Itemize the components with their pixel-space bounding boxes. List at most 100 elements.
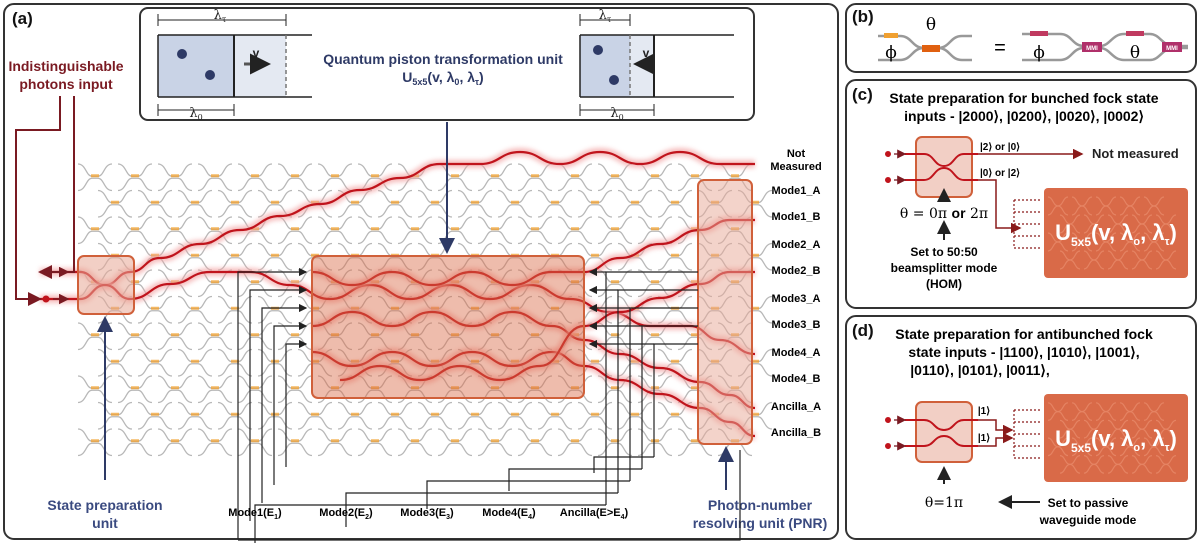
waveguide: [317, 177, 353, 192]
output-state-top: |1⟩: [978, 406, 990, 417]
phase-shifter: [131, 227, 139, 231]
phase-shifter: [251, 333, 259, 337]
output-state-bottom: |0⟩ or |2⟩: [980, 168, 1020, 179]
mesh-wave: [1047, 205, 1069, 216]
phase-shifter: [191, 253, 199, 257]
phase-shifter: [431, 359, 439, 363]
waveguide: [617, 363, 653, 377]
waveguide: [237, 230, 273, 245]
phase-shifter: [131, 386, 139, 390]
phase-shifter: [511, 200, 519, 204]
waveguide: [457, 204, 493, 218]
output-label: Mode1_B: [772, 211, 821, 223]
phase-shifter: [671, 253, 679, 257]
waveguide: [397, 336, 433, 351]
phase-shifter: [491, 333, 499, 337]
waveguide: [477, 389, 513, 404]
waveguide: [457, 257, 493, 271]
waveguide: [357, 230, 393, 245]
output-state-top: |2⟩ or |0⟩: [980, 142, 1020, 153]
phase-shifter: [1126, 31, 1144, 36]
mesh-wave: [1095, 241, 1117, 252]
phase-shifter: [491, 439, 499, 443]
phase-shifter: [391, 306, 399, 310]
mesh-wave: [1143, 446, 1165, 457]
waveguide: [157, 336, 193, 351]
waveguide: [597, 442, 633, 457]
mesh-wave: [1143, 205, 1165, 216]
phase-shifter: [391, 412, 399, 416]
waveguide: [157, 389, 193, 404]
feedback-wiring: [237, 267, 741, 543]
phase-shifter: [91, 386, 99, 390]
phase-shifter: [311, 412, 319, 416]
phase-shifter: [291, 174, 299, 178]
phase-shifter: [131, 333, 139, 337]
waveguide: [257, 257, 293, 271]
mesh-wave: [1143, 241, 1165, 252]
photon-dot: [885, 151, 891, 157]
panel-c-label: (c): [852, 85, 873, 104]
phase-shifter: [191, 200, 199, 204]
waveguide: [77, 442, 113, 457]
output-label: Mode2_A: [772, 239, 821, 251]
mesh-wave: [1059, 428, 1081, 439]
waveguide: [537, 416, 573, 430]
mesh-wave: [1107, 223, 1129, 234]
mesh-wave: [1047, 241, 1069, 252]
mode-note: beamsplitter mode: [891, 261, 998, 275]
phase-shifter: [211, 174, 219, 178]
mode-note: Set to 50:50: [910, 245, 978, 259]
output-label: Mode3_A: [772, 293, 821, 305]
phase-shifter: [91, 174, 99, 178]
waveguide: [557, 442, 593, 457]
phase-shifter: [591, 359, 599, 363]
waveguide: [637, 336, 673, 351]
mmi-coupler: [1162, 42, 1182, 52]
phase-shifter: [471, 412, 479, 416]
waveguide: [637, 177, 673, 192]
waveguide: [477, 230, 513, 245]
mesh-wave: [1107, 428, 1129, 439]
waveguide: [297, 416, 333, 430]
mesh-wave: [1047, 410, 1069, 421]
phase-shifter: [311, 359, 319, 363]
waveguide: [117, 389, 153, 404]
phase-shifter: [531, 174, 539, 178]
waveguide: [357, 442, 393, 457]
phase-shifter: [431, 200, 439, 204]
phase-shifter: [291, 439, 299, 443]
phase-shifter: [571, 439, 579, 443]
waveguide: [157, 442, 193, 457]
phase-shifter: [151, 306, 159, 310]
waveguide: [597, 283, 633, 298]
pnr-box: [697, 179, 753, 445]
mesh-wave: [1119, 446, 1141, 457]
mesh-wave: [1095, 205, 1117, 216]
mode-note: (HOM): [926, 277, 962, 291]
waveguide: [157, 177, 193, 192]
input-label: photons input: [19, 76, 113, 92]
waveguide: [477, 177, 513, 192]
not-measured-label: Not measured: [1092, 146, 1179, 161]
phase-shifter: [922, 45, 940, 52]
phase-shifter: [671, 200, 679, 204]
input-label: Indistinguishable: [8, 58, 123, 74]
phase-shifter: [491, 174, 499, 178]
theta-symbol: θ: [926, 15, 936, 35]
phase-shifter: [91, 333, 99, 337]
particle: [205, 70, 215, 80]
mesh-wave: [1119, 205, 1141, 216]
panel-c-title: State preparation for bunched fock state: [889, 90, 1158, 106]
mmi-label: MMI: [1086, 46, 1098, 52]
phase-shifter: [251, 439, 259, 443]
waveguide: [117, 230, 153, 245]
phase-shifter: [451, 439, 459, 443]
phase-shifter: [511, 412, 519, 416]
mesh-wave: [1131, 428, 1153, 439]
energy-label: Mode4(E4): [482, 507, 536, 521]
waveguide: [97, 416, 133, 430]
waveguide: [257, 310, 293, 324]
pnr-label: Photon-number: [708, 497, 813, 513]
waveguide: [537, 204, 573, 218]
